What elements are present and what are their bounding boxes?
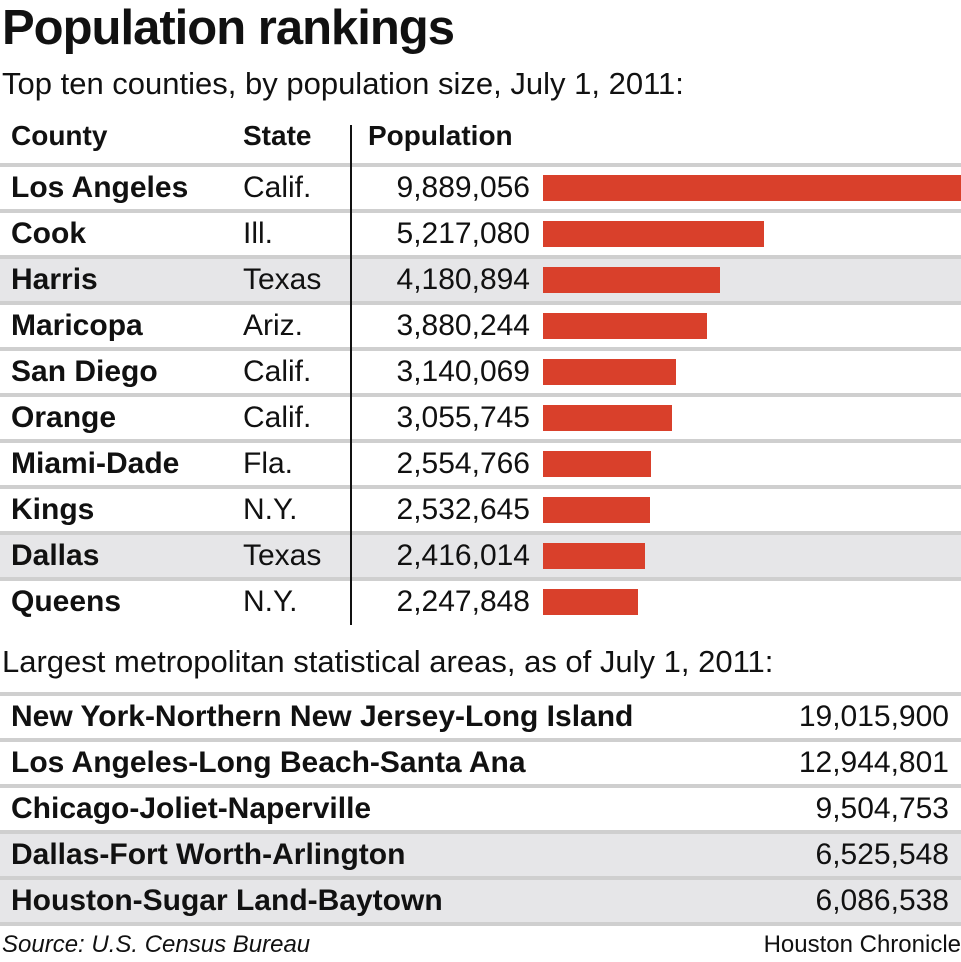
- table-row: Queens N.Y. 2,247,848: [0, 581, 961, 623]
- state-name: Texas: [243, 539, 322, 572]
- metro-name: Dallas-Fort Worth-Arlington: [11, 838, 406, 871]
- metro-name: Houston-Sugar Land-Baytown: [11, 884, 443, 917]
- row-separator: [0, 922, 961, 926]
- population-label: 2,554,766: [396, 447, 530, 480]
- table-row: Maricopa Ariz. 3,880,244: [0, 305, 961, 347]
- population-label: 2,532,645: [396, 493, 530, 526]
- state-name: Texas: [243, 263, 322, 296]
- row-separator: [0, 577, 961, 581]
- row-separator: [0, 876, 961, 880]
- county-name: Queens: [11, 585, 122, 618]
- population-label: 2,416,014: [396, 539, 530, 572]
- row-separator: [0, 209, 961, 213]
- state-name: Calif.: [243, 171, 312, 204]
- population-label: 5,217,080: [396, 217, 530, 250]
- population-bar: [543, 359, 676, 385]
- table-row: Los Angeles Calif. 9,889,056: [0, 167, 961, 209]
- population-bar: [543, 451, 651, 477]
- metro-name: Chicago-Joliet-Naperville: [11, 792, 372, 825]
- metro-row: Los Angeles-Long Beach-Santa Ana 12,944,…: [0, 742, 961, 784]
- row-separator: [0, 485, 961, 489]
- county-name: Miami-Dade: [11, 447, 180, 480]
- county-name: San Diego: [11, 355, 158, 388]
- population-bar: [543, 405, 673, 431]
- population-label: 2,247,848: [396, 585, 530, 618]
- county-name: Cook: [11, 217, 86, 250]
- county-name: Maricopa: [11, 309, 143, 342]
- state-name: Fla.: [243, 447, 294, 480]
- population-bar: [543, 221, 764, 247]
- row-separator: [0, 692, 961, 696]
- county-name: Los Angeles: [11, 171, 189, 204]
- population-label: 3,880,244: [396, 309, 530, 342]
- row-separator: [0, 255, 961, 259]
- table-row: Kings N.Y. 2,532,645: [0, 489, 961, 531]
- metro-row: Houston-Sugar Land-Baytown 6,086,538: [0, 880, 961, 922]
- county-name: Kings: [11, 493, 95, 526]
- metro-population: 6,086,538: [815, 884, 949, 917]
- row-separator: [0, 347, 961, 351]
- population-label: 9,889,056: [396, 171, 530, 204]
- state-name: N.Y.: [243, 493, 298, 526]
- state-name: Calif.: [243, 401, 312, 434]
- county-name: Harris: [11, 263, 98, 296]
- metro-population: 12,944,801: [798, 746, 949, 779]
- state-name: Ill.: [243, 217, 273, 250]
- metro-population: 19,015,900: [798, 700, 949, 733]
- table-row: Cook Ill. 5,217,080: [0, 213, 961, 255]
- population-label: 4,180,894: [396, 263, 530, 296]
- population-bar: [543, 543, 646, 569]
- table-row: Orange Calif. 3,055,745: [0, 397, 961, 439]
- population-bar: [543, 497, 651, 523]
- metro-subtitle: Largest metropolitan statistical areas, …: [2, 644, 774, 679]
- metro-name: New York-Northern New Jersey-Long Island: [11, 700, 634, 733]
- metro-row: Dallas-Fort Worth-Arlington 6,525,548: [0, 834, 961, 876]
- population-bar: [543, 175, 961, 201]
- row-separator: [0, 738, 961, 742]
- population-bar: [543, 267, 720, 293]
- header-population: Population: [368, 120, 513, 151]
- row-separator: [0, 830, 961, 834]
- metro-row: Chicago-Joliet-Naperville 9,504,753: [0, 788, 961, 830]
- header-state: State: [243, 120, 312, 151]
- table-row: Dallas Texas 2,416,014: [0, 535, 961, 577]
- chart-title: Population rankings: [2, 1, 455, 55]
- table-row: Harris Texas 4,180,894: [0, 259, 961, 301]
- population-label: 3,055,745: [396, 401, 530, 434]
- row-separator: [0, 531, 961, 535]
- source-note: Source: U.S. Census Bureau: [2, 931, 311, 958]
- row-separator: [0, 301, 961, 305]
- row-separator: [0, 439, 961, 443]
- metro-name: Los Angeles-Long Beach-Santa Ana: [11, 746, 526, 779]
- header-county: County: [11, 120, 108, 151]
- metro-population: 6,525,548: [815, 838, 949, 871]
- column-divider: [350, 125, 352, 625]
- population-label: 3,140,069: [396, 355, 530, 388]
- state-name: Ariz.: [243, 309, 303, 342]
- credit: Houston Chronicle: [763, 931, 961, 958]
- row-separator: [0, 163, 961, 167]
- metro-population: 9,504,753: [815, 792, 949, 825]
- row-separator: [0, 784, 961, 788]
- county-name: Dallas: [11, 539, 100, 572]
- state-name: N.Y.: [243, 585, 298, 618]
- metro-row: New York-Northern New Jersey-Long Island…: [0, 696, 961, 738]
- population-bar: [543, 589, 638, 615]
- table-row: San Diego Calif. 3,140,069: [0, 351, 961, 393]
- row-separator: [0, 393, 961, 397]
- chart-subtitle: Top ten counties, by population size, Ju…: [2, 66, 684, 101]
- county-name: Orange: [11, 401, 117, 434]
- population-bar: [543, 313, 707, 339]
- table-row: Miami-Dade Fla. 2,554,766: [0, 443, 961, 485]
- state-name: Calif.: [243, 355, 312, 388]
